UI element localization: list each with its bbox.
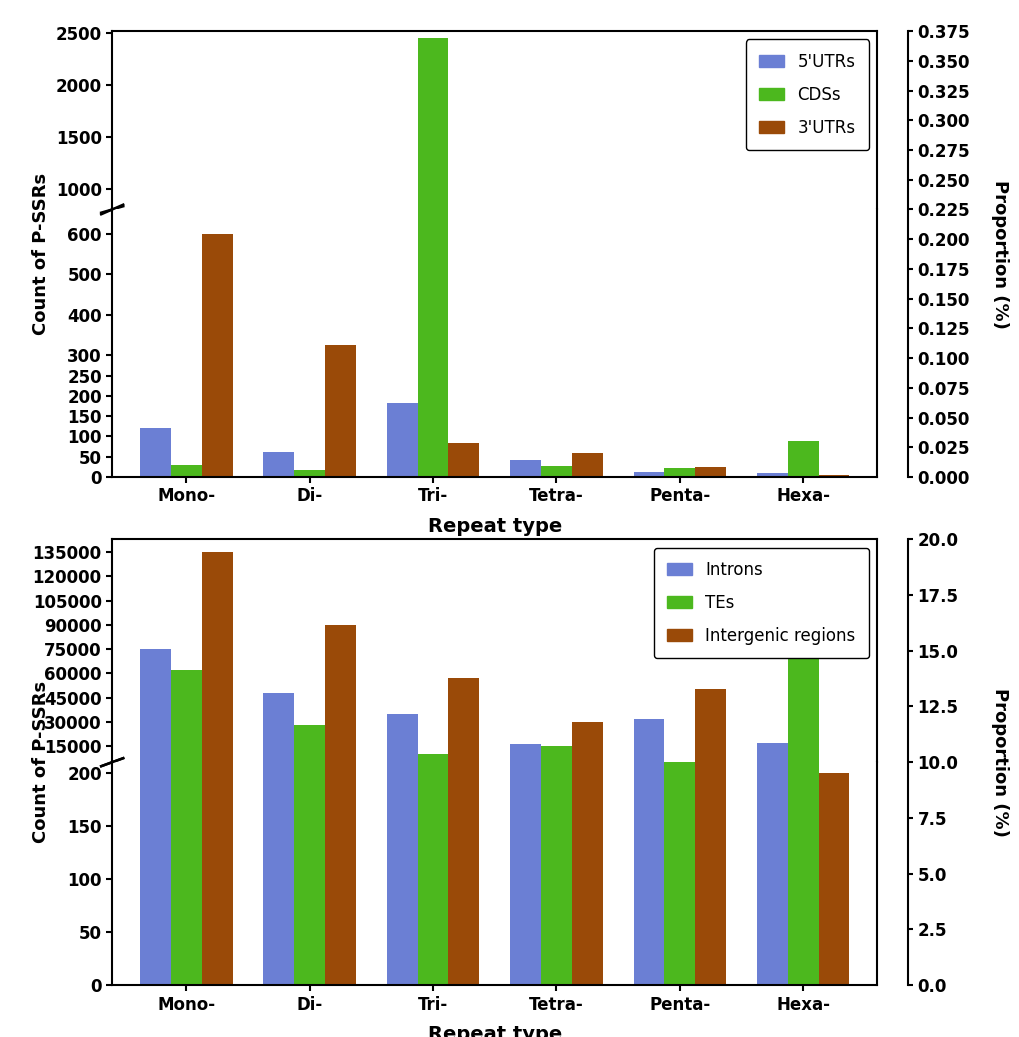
- Bar: [756, 473, 787, 477]
- Bar: [663, 468, 695, 477]
- X-axis label: Repeat type: Repeat type: [427, 516, 561, 535]
- Bar: [293, 470, 325, 477]
- Bar: [510, 0, 540, 985]
- Bar: [386, 403, 417, 477]
- Bar: [140, 649, 170, 770]
- Bar: [140, 0, 170, 985]
- Bar: [695, 690, 726, 770]
- Bar: [263, 693, 293, 770]
- Bar: [695, 0, 726, 985]
- Bar: [787, 283, 818, 292]
- Bar: [633, 472, 663, 477]
- Bar: [787, 649, 818, 770]
- Bar: [572, 722, 602, 770]
- Bar: [572, 286, 602, 292]
- Bar: [417, 38, 448, 292]
- Bar: [140, 280, 170, 292]
- Bar: [263, 286, 293, 292]
- Bar: [756, 742, 787, 770]
- Legend: 5'UTRs, CDSs, 3'UTRs: 5'UTRs, CDSs, 3'UTRs: [745, 39, 868, 150]
- Text: Proportion (%): Proportion (%): [989, 688, 1008, 837]
- Bar: [663, 0, 695, 985]
- Bar: [663, 765, 695, 770]
- X-axis label: Repeat type: Repeat type: [427, 1025, 561, 1037]
- Bar: [510, 459, 540, 477]
- Bar: [263, 452, 293, 477]
- Bar: [386, 274, 417, 292]
- Bar: [293, 290, 325, 292]
- Bar: [510, 288, 540, 292]
- Bar: [448, 678, 479, 770]
- Legend: Introns, TEs, Intergenic regions: Introns, TEs, Intergenic regions: [653, 548, 868, 658]
- Bar: [633, 0, 663, 985]
- Bar: [140, 428, 170, 477]
- Bar: [756, 0, 787, 985]
- Bar: [448, 283, 479, 292]
- Bar: [540, 746, 572, 770]
- Bar: [325, 625, 356, 770]
- Bar: [818, 773, 849, 985]
- Bar: [170, 670, 202, 770]
- Bar: [202, 233, 232, 477]
- Bar: [663, 290, 695, 292]
- Bar: [170, 289, 202, 292]
- Bar: [540, 0, 572, 985]
- Bar: [417, 0, 448, 985]
- Bar: [510, 745, 540, 770]
- Bar: [325, 0, 356, 985]
- Bar: [787, 0, 818, 985]
- Bar: [325, 345, 356, 477]
- Bar: [540, 289, 572, 292]
- Bar: [263, 0, 293, 985]
- Bar: [202, 552, 232, 770]
- Bar: [787, 442, 818, 477]
- Bar: [572, 0, 602, 985]
- Bar: [540, 466, 572, 477]
- Bar: [572, 453, 602, 477]
- Bar: [818, 475, 849, 477]
- Text: Proportion (%): Proportion (%): [989, 179, 1008, 329]
- Bar: [293, 725, 325, 770]
- Bar: [633, 719, 663, 770]
- Bar: [695, 468, 726, 477]
- Bar: [170, 0, 202, 985]
- Text: Count of P-SSRs: Count of P-SSRs: [32, 681, 50, 843]
- Bar: [202, 0, 232, 985]
- Bar: [417, 0, 448, 477]
- Bar: [417, 754, 448, 770]
- Bar: [386, 0, 417, 985]
- Bar: [448, 0, 479, 985]
- Bar: [695, 290, 726, 292]
- Bar: [386, 713, 417, 770]
- Bar: [633, 291, 663, 292]
- Bar: [202, 230, 232, 292]
- Bar: [448, 443, 479, 477]
- Text: Count of P-SSRs: Count of P-SSRs: [32, 173, 50, 335]
- Bar: [325, 258, 356, 292]
- Bar: [170, 465, 202, 477]
- Bar: [293, 0, 325, 985]
